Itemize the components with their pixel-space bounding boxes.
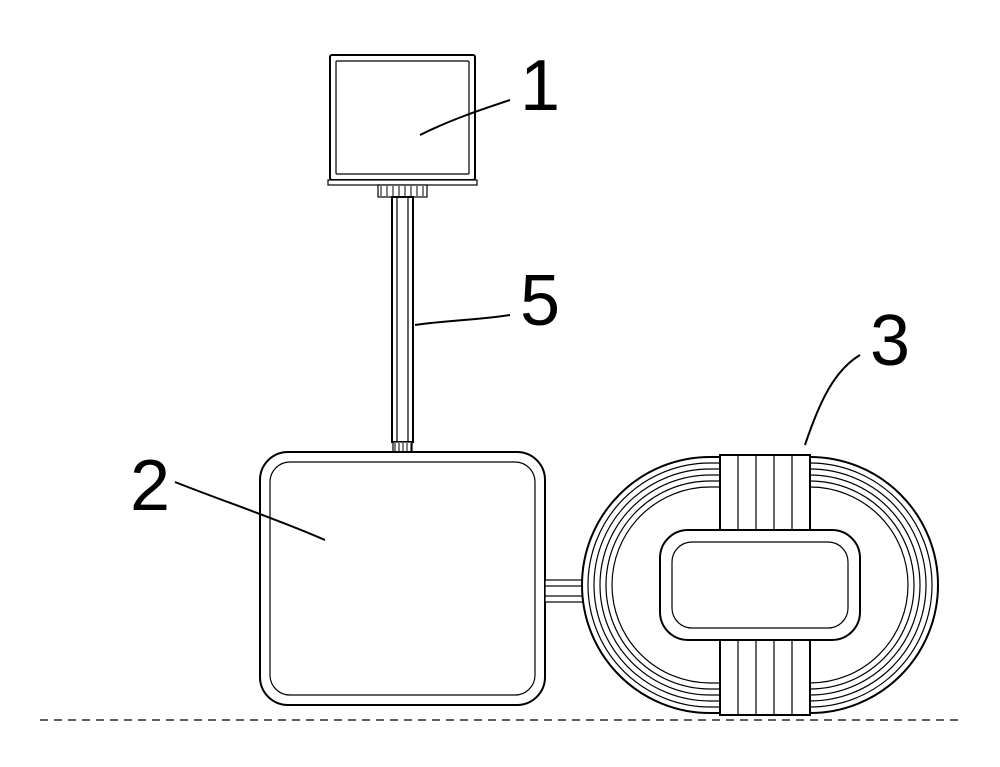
label-1: 1 (520, 46, 560, 126)
component-2-box (260, 452, 545, 705)
diagram-canvas: 1 5 3 2 (0, 0, 1000, 767)
leader-3 (805, 355, 860, 445)
label-2: 2 (130, 446, 170, 526)
component-1-box (328, 55, 477, 197)
component-3-coil (582, 455, 938, 715)
component-5-pipe (392, 197, 413, 452)
label-3: 3 (870, 301, 910, 381)
leader-5 (415, 315, 510, 325)
label-5: 5 (520, 261, 560, 341)
